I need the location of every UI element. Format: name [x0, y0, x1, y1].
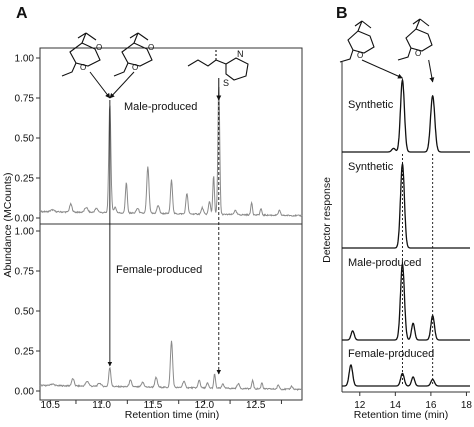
panel-a-bottom-ytick-label: 0.00 — [15, 387, 35, 398]
panel-a-xtick-label: 12.0 — [195, 400, 215, 411]
svg-text:O: O — [96, 43, 102, 52]
panel-a-top-ytick-label: 0.75 — [15, 94, 35, 105]
panel-a-arrows — [89, 71, 222, 375]
svg-text:O: O — [132, 63, 138, 72]
panel-b-arrow-2 — [428, 59, 435, 83]
panel-a-bottom-trace — [39, 340, 303, 391]
arrow-ketal-2 — [109, 71, 135, 99]
panel-b-arrow-1 — [361, 59, 403, 79]
svg-text:S: S — [223, 78, 229, 88]
svg-text:O: O — [80, 63, 86, 72]
panel-a-ylabel: Abundance (MCounts) — [2, 172, 14, 277]
arrow-ketal-1 — [89, 71, 111, 99]
panel-a-xtick-label: 11.5 — [144, 400, 163, 411]
panel-a: Abundance (MCounts) Male-produced Female… — [2, 32, 303, 421]
molecule-thiazoline: N S — [187, 48, 249, 88]
panel-b-xtick-label: 12 — [354, 400, 366, 411]
panel-a-xtick-label: 12.5 — [246, 400, 266, 411]
svg-text:O: O — [415, 49, 421, 58]
panel-a-top-trace — [39, 86, 303, 217]
panel-b-trace-label-4: Female-produced — [348, 348, 434, 360]
panel-b-xtick-label: 18 — [461, 400, 473, 411]
panel-a-bottom-ytick-label: 1.00 — [15, 227, 35, 238]
panel-a-bottom-ytick-label: 0.75 — [15, 267, 35, 278]
panel-b-xtick-label: 16 — [425, 400, 437, 411]
panel-b-xlabel: Retention time (min) — [354, 409, 449, 421]
panel-a-letter: A — [16, 5, 28, 22]
panel-b-ylabel: Detector response — [321, 177, 333, 263]
panel-b-trace-label-2: Synthetic — [348, 161, 394, 173]
panel-a-top-ytick-label: 0.25 — [15, 174, 35, 185]
panel-b-frame — [341, 62, 470, 393]
panel-a-bottom-ytick-label: 0.25 — [15, 347, 35, 358]
svg-text:O: O — [148, 43, 154, 52]
panel-b-trace-label-1: Synthetic — [348, 99, 394, 111]
panel-b-trace-2 — [342, 161, 470, 249]
molecule-bicyclic-ketal-b1: O — [339, 20, 375, 63]
panel-a-bottom-ytick-label: 0.50 — [15, 307, 35, 318]
panel-b-traces — [342, 77, 470, 387]
molecule-bicyclic-ketal-b2: O — [397, 18, 433, 61]
panel-b-xaxis: 12 14 16 18 — [354, 392, 472, 411]
panel-b-letter: B — [336, 5, 348, 22]
panel-b-trace-label-3: Male-produced — [348, 257, 421, 269]
panel-a-xlabel: Retention time (min) — [125, 409, 220, 421]
panel-a-top-yaxis: 0.00 0.25 0.50 0.75 1.00 — [15, 54, 40, 225]
molecule-bicyclic-ketal-1: O O — [61, 32, 102, 77]
panel-b-trace-4 — [342, 364, 470, 387]
panel-b-xtick-label: 14 — [390, 400, 402, 411]
panel-a-xaxis: 10.5 11.0 11.5 12.0 12.5 — [41, 400, 282, 411]
molecule-bicyclic-ketal-2: O O — [113, 32, 154, 77]
panel-a-top-annotation: Male-produced — [124, 101, 197, 113]
panel-b-trace-3 — [342, 261, 470, 341]
panel-a-xtick-label: 11.0 — [92, 400, 111, 411]
panel-a-xtick-label: 10.5 — [41, 400, 61, 411]
svg-text:N: N — [237, 49, 244, 59]
panel-a-bottom-yaxis: 0.00 0.25 0.50 0.75 1.00 — [15, 227, 40, 398]
panel-b: Detector response Retention time (min) S… — [321, 18, 472, 421]
panel-a-top-ytick-label: 0.50 — [15, 134, 35, 145]
panel-b-trace-1 — [342, 77, 470, 153]
svg-text:O: O — [357, 51, 363, 60]
panel-a-frame — [39, 47, 303, 401]
panel-a-bottom-annotation: Female-produced — [116, 264, 202, 276]
panel-a-top-ytick-label: 1.00 — [15, 54, 35, 65]
panel-a-top-ytick-label: 0.00 — [15, 214, 35, 225]
panel-a-traces — [39, 86, 303, 391]
panel-b-arrows — [361, 59, 435, 386]
